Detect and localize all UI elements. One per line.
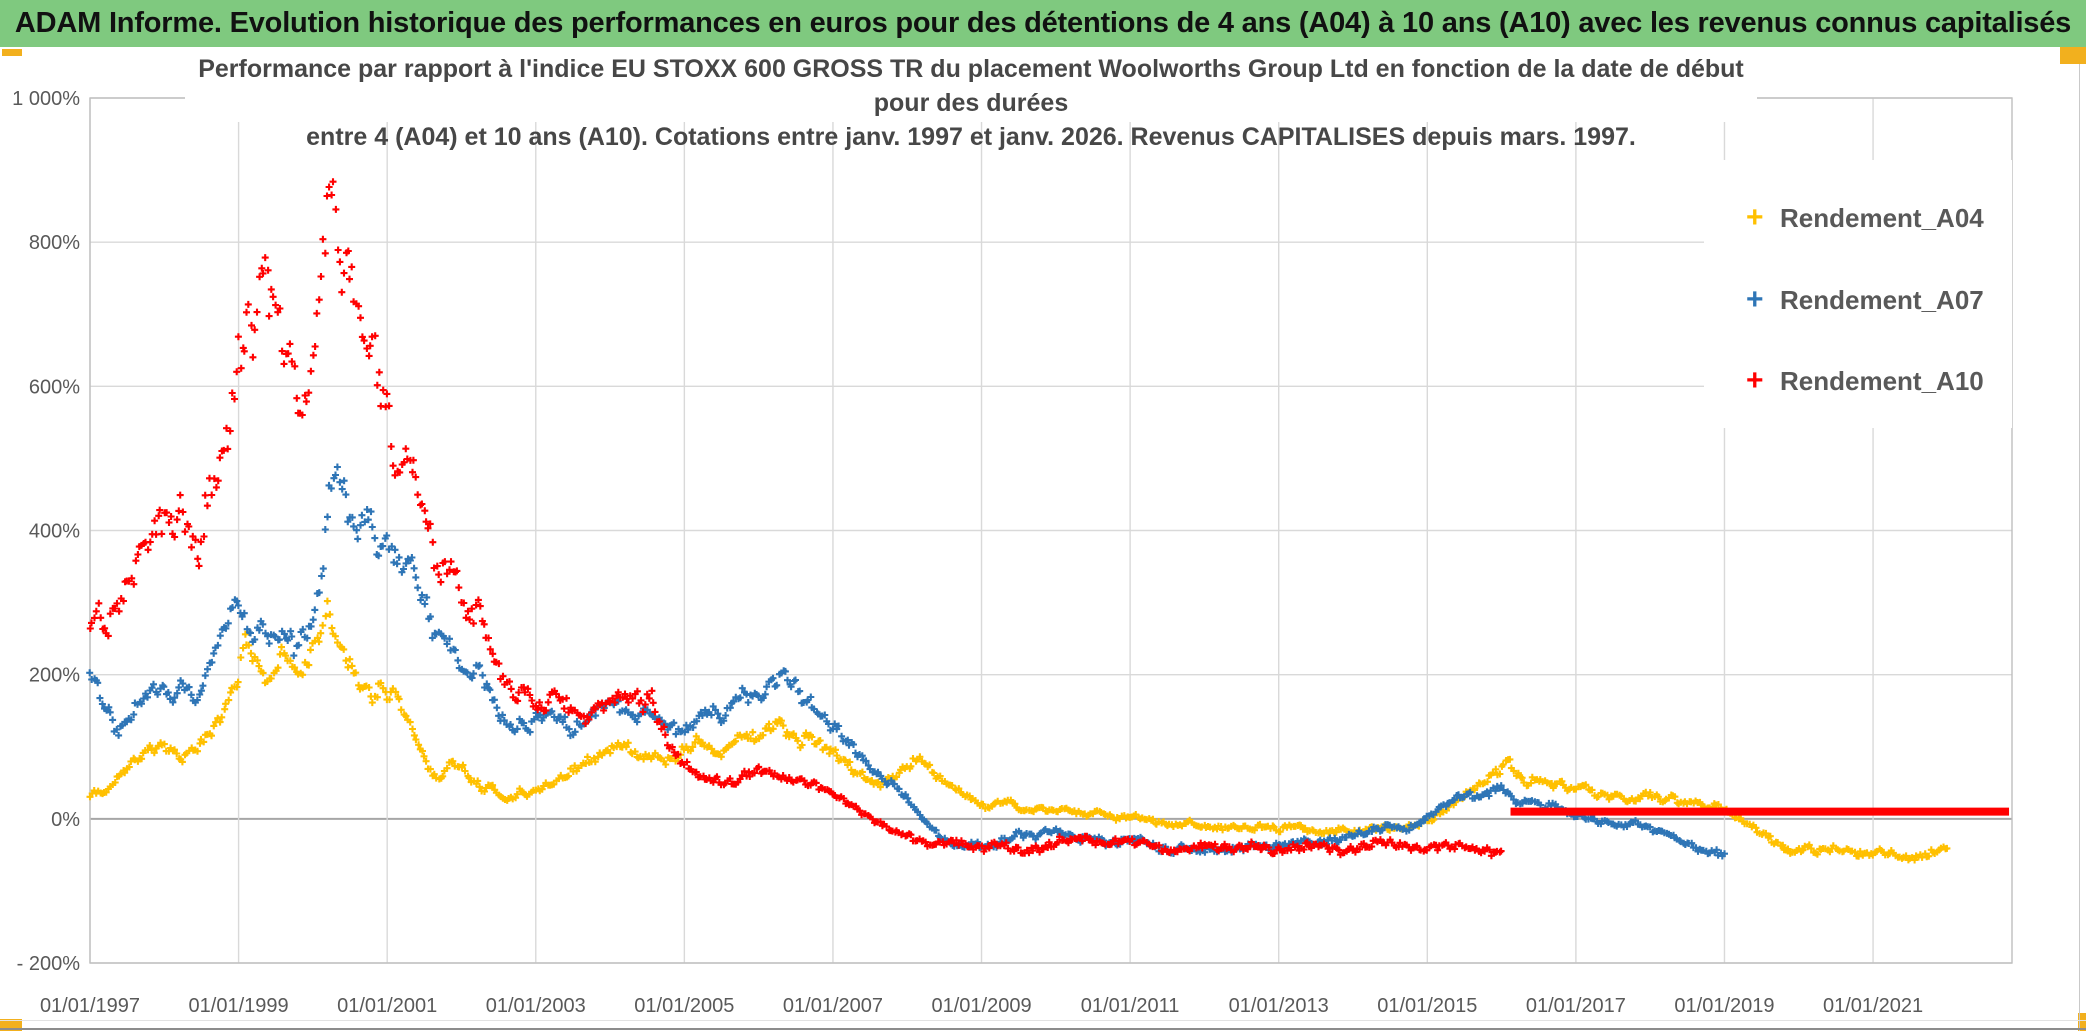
legend-label-a10: Rendement_A10 [1780, 365, 1984, 396]
svg-text:800%: 800% [29, 232, 80, 254]
legend-label-a04: Rendement_A04 [1780, 202, 1984, 233]
report-title: ADAM Informe. Evolution historique des p… [14, 7, 2072, 39]
svg-text:01/01/2017: 01/01/2017 [1526, 995, 1626, 1017]
svg-text:01/01/2003: 01/01/2003 [486, 995, 586, 1017]
sheet-frame-right-border [2079, 64, 2080, 1031]
svg-text:01/01/2019: 01/01/2019 [1674, 995, 1774, 1017]
x-axis-labels: 01/01/1997 01/01/1999 01/01/2001 01/01/2003… [40, 995, 1923, 1017]
orange-accent-top-left [2, 49, 22, 56]
sheet-frame-bottom-light-line [0, 1020, 2086, 1021]
sheet-frame-bottom-dark-line [0, 1028, 2086, 1030]
svg-text:1 000%: 1 000% [12, 88, 80, 110]
plus-marker-icon: + [1746, 283, 1764, 316]
svg-text:600%: 600% [29, 376, 80, 398]
y-axis-labels: 1 000% 800% 600% 400% 200% 0% - 200% [12, 88, 80, 975]
legend-item-rendement-a07[interactable]: + Rendement_A07 [1746, 280, 1984, 320]
svg-text:01/01/2011: 01/01/2011 [1081, 995, 1180, 1017]
chart-title-line-1: Performance par rapport à l'indice EU ST… [198, 55, 1744, 117]
svg-text:01/01/2013: 01/01/2013 [1229, 995, 1329, 1017]
report-header-bar: ADAM Informe. Evolution historique des p… [0, 0, 2086, 47]
plus-marker-icon: + [1746, 364, 1764, 397]
svg-text:01/01/2005: 01/01/2005 [634, 995, 734, 1017]
svg-text:01/01/2007: 01/01/2007 [783, 995, 883, 1017]
series-rendement_a04 [86, 597, 1951, 864]
legend-label-a07: Rendement_A07 [1780, 284, 1984, 315]
svg-text:01/01/1999: 01/01/1999 [189, 995, 289, 1017]
legend-item-rendement-a04[interactable]: + Rendement_A04 [1746, 198, 1984, 238]
plus-marker-icon: + [1746, 201, 1764, 234]
scatter-series [86, 178, 2010, 864]
chart-title-line-2: entre 4 (A04) et 10 ans (A10). Cotations… [306, 123, 1636, 151]
svg-text:01/01/2009: 01/01/2009 [931, 995, 1031, 1017]
orange-accent-top-right [2060, 47, 2086, 64]
svg-text:01/01/1997: 01/01/1997 [40, 995, 140, 1017]
chart-legend: + Rendement_A04 + Rendement_A07 + Rendem… [1704, 160, 2012, 428]
svg-text:- 200%: - 200% [17, 953, 81, 975]
legend-item-rendement-a10[interactable]: + Rendement_A10 [1746, 361, 1984, 401]
svg-text:01/01/2001: 01/01/2001 [337, 995, 437, 1017]
svg-text:200%: 200% [29, 665, 80, 687]
svg-text:01/01/2015: 01/01/2015 [1377, 995, 1477, 1017]
svg-text:01/01/2021: 01/01/2021 [1823, 995, 1923, 1017]
series-rendement_a07 [86, 463, 1728, 860]
svg-text:0%: 0% [51, 809, 80, 831]
svg-text:400%: 400% [29, 521, 80, 543]
orange-accent-bottom-right [2078, 1013, 2086, 1031]
chart-title: Performance par rapport à l'indice EU ST… [185, 52, 1757, 151]
series-rendement_a10 [86, 178, 2010, 860]
